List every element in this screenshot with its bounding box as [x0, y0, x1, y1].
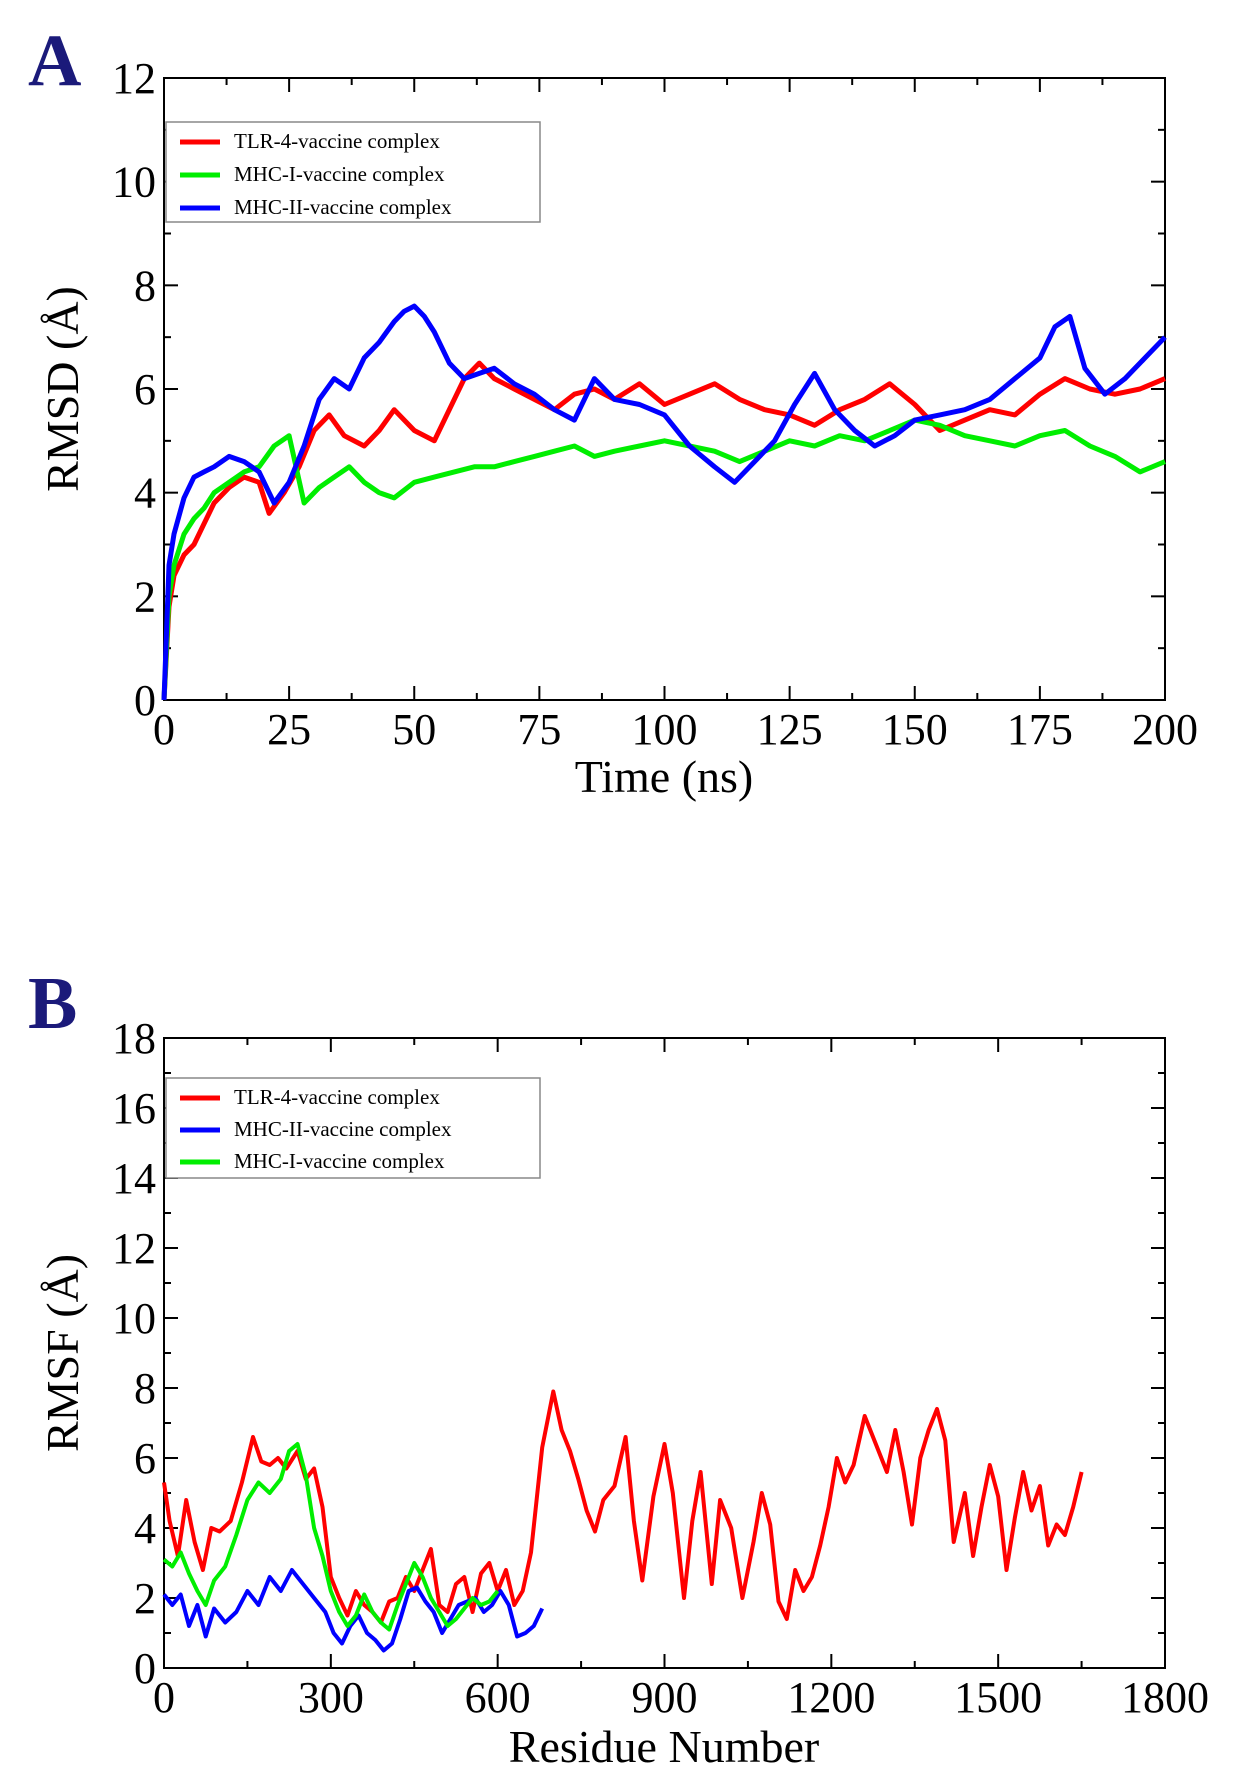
y-tick-label: 0 [134, 1644, 156, 1693]
panel-a-legend: TLR-4-vaccine complex MHC-I-vaccine compl… [165, 121, 541, 223]
y-tick-label: 6 [134, 365, 156, 414]
panel-a-y-axis-title: RMSD (Å) [37, 286, 88, 492]
series-line-mhc-i-vaccine-complex [161, 417, 1166, 701]
series-line-tlr-4-vaccine-complex [162, 1389, 1084, 1625]
x-tick-label: 300 [298, 1673, 364, 1722]
y-tick-label: 6 [134, 1434, 156, 1483]
legend-label-mhc-ii-vaccine-complex: MHC-II-vaccine complex [234, 195, 452, 219]
x-tick-label: 150 [882, 705, 948, 754]
series-line-mhc-ii-vaccine-complex [161, 303, 1167, 701]
legend-label-mhc-ii-vaccine-complex: MHC-II-vaccine complex [234, 1117, 452, 1141]
x-tick-label: 600 [465, 1673, 531, 1722]
panel-a-letter: A [28, 20, 81, 102]
x-tick-label: 1500 [954, 1673, 1042, 1722]
panel-b-letter: B [28, 963, 77, 1045]
panel-a-legend-box [165, 121, 541, 223]
y-tick-label: 12 [112, 54, 156, 103]
x-tick-label: 75 [517, 705, 561, 754]
series-line-mhc-i-vaccine-complex [162, 1442, 500, 1632]
y-tick-label: 12 [112, 1224, 156, 1273]
y-tick-label: 14 [112, 1154, 156, 1203]
panel-a-rmsd-chart: A 0 25 50 75 100 125 150 175 200 0 2 4 6 8 10 12 Time (… [28, 20, 1198, 802]
panel-b-x-axis-title: Residue Number [509, 1721, 819, 1771]
x-tick-label: 200 [1132, 705, 1198, 754]
x-tick-label: 50 [392, 705, 436, 754]
x-tick-label: 1800 [1121, 1673, 1209, 1722]
legend-label-mhc-i-vaccine-complex: MHC-I-vaccine complex [234, 1149, 445, 1173]
y-tick-label: 4 [134, 469, 156, 518]
legend-label-tlr-4-vaccine-complex: TLR-4-vaccine complex [234, 1085, 440, 1109]
y-tick-label: 10 [112, 158, 156, 207]
y-tick-label: 8 [134, 1364, 156, 1413]
x-tick-label: 175 [1007, 705, 1073, 754]
panel-a-x-axis-title: Time (ns) [575, 751, 754, 802]
x-tick-label: 900 [632, 1673, 698, 1722]
panel-b-rmsf-chart: B 0 300 600 900 1200 1500 1800024681012141618 … [28, 963, 1209, 1771]
x-tick-label: 1200 [787, 1673, 875, 1722]
legend-label-tlr-4-vaccine-complex: TLR-4-vaccine complex [234, 129, 440, 153]
y-tick-label: 18 [112, 1014, 156, 1063]
y-tick-label: 4 [134, 1504, 156, 1553]
x-tick-label: 25 [267, 705, 311, 754]
y-tick-label: 2 [134, 1574, 156, 1623]
y-tick-label: 10 [112, 1294, 156, 1343]
y-tick-label: 2 [134, 572, 156, 621]
x-tick-label: 100 [632, 705, 698, 754]
series-line-mhc-ii-vaccine-complex [162, 1568, 545, 1653]
legend-label-mhc-i-vaccine-complex: MHC-I-vaccine complex [234, 162, 445, 186]
panel-b-legend: TLR-4-vaccine complex MHC-II-vaccine comp… [165, 1077, 541, 1179]
panel-b-y-axis-title: RMSF (Å) [37, 1254, 88, 1452]
x-tick-label: 0 [153, 705, 175, 754]
y-tick-label: 16 [112, 1084, 156, 1133]
x-tick-label: 0 [153, 1673, 175, 1722]
panel-b-legend-box [165, 1077, 541, 1179]
y-tick-label: 0 [134, 676, 156, 725]
y-tick-label: 8 [134, 261, 156, 310]
x-tick-label: 125 [757, 705, 823, 754]
